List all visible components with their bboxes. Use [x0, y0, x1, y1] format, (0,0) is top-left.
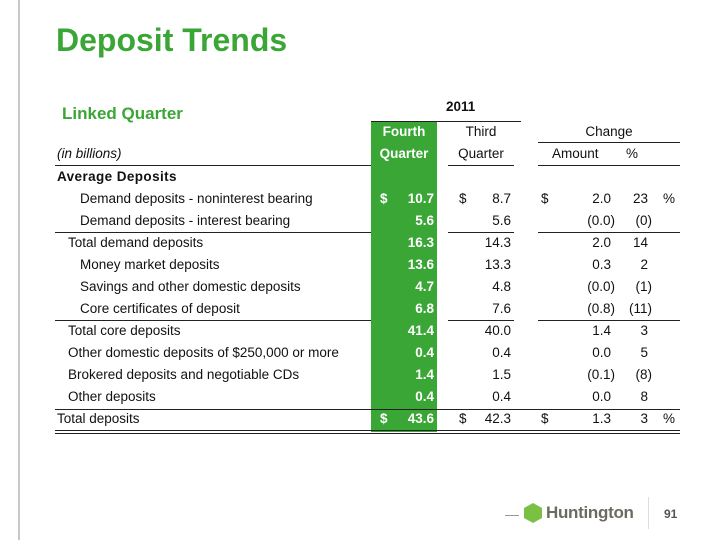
- change-amount: (0.0): [587, 279, 615, 294]
- change-amount: 0.3: [592, 257, 611, 272]
- q4-value: 41.4: [407, 323, 434, 338]
- currency-sign: $: [541, 191, 549, 206]
- q3-value: 4.8: [492, 279, 511, 294]
- change-pct: 23: [632, 191, 648, 206]
- col-quarter: Quarter: [379, 146, 429, 161]
- change-amount: 0.0: [592, 345, 611, 360]
- row-label: Demand deposits - interest bearing: [80, 213, 291, 228]
- subtitle: Linked Quarter: [62, 104, 183, 123]
- q4-value: 0.4: [415, 389, 434, 404]
- row-label: Brokered deposits and negotiable CDs: [68, 367, 300, 382]
- row-divider: [538, 232, 680, 233]
- row-label: Core certificates of deposit: [80, 301, 240, 316]
- row-label: Demand deposits - noninterest bearing: [80, 191, 313, 206]
- footer-divider: [648, 497, 649, 529]
- change-pct: 5: [640, 345, 648, 360]
- change-pct: 3: [640, 323, 648, 338]
- year-header: 2011: [446, 99, 476, 114]
- footer-rule: [505, 515, 519, 516]
- q4-value: 0.4: [415, 345, 434, 360]
- total-underline: [55, 433, 680, 434]
- row-label: Total demand deposits: [68, 235, 204, 250]
- total-underline: [55, 430, 680, 431]
- col-fourth: Fourth: [382, 124, 426, 139]
- row-divider: [448, 320, 514, 321]
- page-title: Deposit Trends: [56, 22, 288, 58]
- change-amount: 2.0: [592, 191, 611, 206]
- currency-sign: $: [380, 411, 388, 426]
- q4-value: 43.6: [407, 411, 434, 426]
- change-amount: (0.1): [587, 367, 615, 382]
- q3-value: 0.4: [492, 389, 511, 404]
- left-rule: [18, 0, 20, 540]
- change-amount: (0.0): [587, 213, 615, 228]
- section-heading: Average Deposits: [57, 169, 177, 184]
- col-change: Change: [585, 124, 633, 139]
- percent-sign: %: [663, 411, 676, 426]
- col-amount: Amount: [552, 146, 599, 161]
- currency-sign: $: [459, 191, 467, 206]
- q3-value: 7.6: [492, 301, 511, 316]
- q3-value: 1.5: [492, 367, 511, 382]
- q3-value: 0.4: [492, 345, 511, 360]
- row-label: Savings and other domestic deposits: [80, 279, 301, 294]
- change-amount: 0.0: [592, 389, 611, 404]
- row-divider: [448, 232, 514, 233]
- q3-value: 14.3: [484, 235, 511, 250]
- change-pct: 3: [640, 411, 648, 426]
- change-pct: 2: [640, 257, 648, 272]
- change-pct: 14: [632, 235, 648, 250]
- q4-value: 13.6: [407, 257, 434, 272]
- q4-value: 5.6: [415, 213, 434, 228]
- row-divider: [55, 409, 680, 410]
- q3-value: 40.0: [484, 323, 511, 338]
- change-amount: 2.0: [592, 235, 611, 250]
- row-label: Total core deposits: [68, 323, 181, 338]
- currency-sign: $: [459, 411, 467, 426]
- row-label: Other deposits: [68, 389, 156, 404]
- huntington-logo: Huntington: [524, 503, 634, 523]
- change-amount: 1.4: [592, 323, 611, 338]
- units-label: (in billions): [57, 146, 122, 161]
- change-pct: (11): [628, 301, 652, 316]
- col-third: Third: [465, 124, 497, 139]
- change-pct: (8): [635, 367, 653, 382]
- row-label: Money market deposits: [80, 257, 220, 272]
- q4-value: 4.7: [415, 279, 434, 294]
- col-pct: %: [626, 146, 639, 161]
- q3-value: 42.3: [484, 411, 511, 426]
- logo-icon: [524, 503, 542, 523]
- change-pct: (1): [635, 279, 653, 294]
- q4-value: 16.3: [407, 235, 434, 250]
- q4-value: 6.8: [415, 301, 434, 316]
- q3-value: 13.3: [484, 257, 511, 272]
- currency-sign: $: [541, 411, 549, 426]
- row-divider: [538, 320, 680, 321]
- change-amount: (0.8): [587, 301, 615, 316]
- row-label: Other domestic deposits of $250,000 or m…: [68, 345, 339, 360]
- row-label: Total deposits: [57, 411, 140, 426]
- col-quarter2: Quarter: [458, 146, 504, 161]
- row-divider: [55, 232, 371, 233]
- brand-name: Huntington: [546, 503, 634, 522]
- page-number: 91: [664, 507, 678, 521]
- percent-sign: %: [663, 191, 676, 206]
- change-amount: 1.3: [592, 411, 611, 426]
- currency-sign: $: [380, 191, 388, 206]
- q4-value: 10.7: [407, 191, 434, 206]
- highlight-column: [371, 121, 437, 432]
- row-divider: [55, 320, 371, 321]
- change-pct: 8: [640, 389, 648, 404]
- q3-value: 5.6: [492, 213, 511, 228]
- q4-value: 1.4: [415, 367, 434, 382]
- change-pct: (0): [635, 213, 653, 228]
- q3-value: 8.7: [492, 191, 511, 206]
